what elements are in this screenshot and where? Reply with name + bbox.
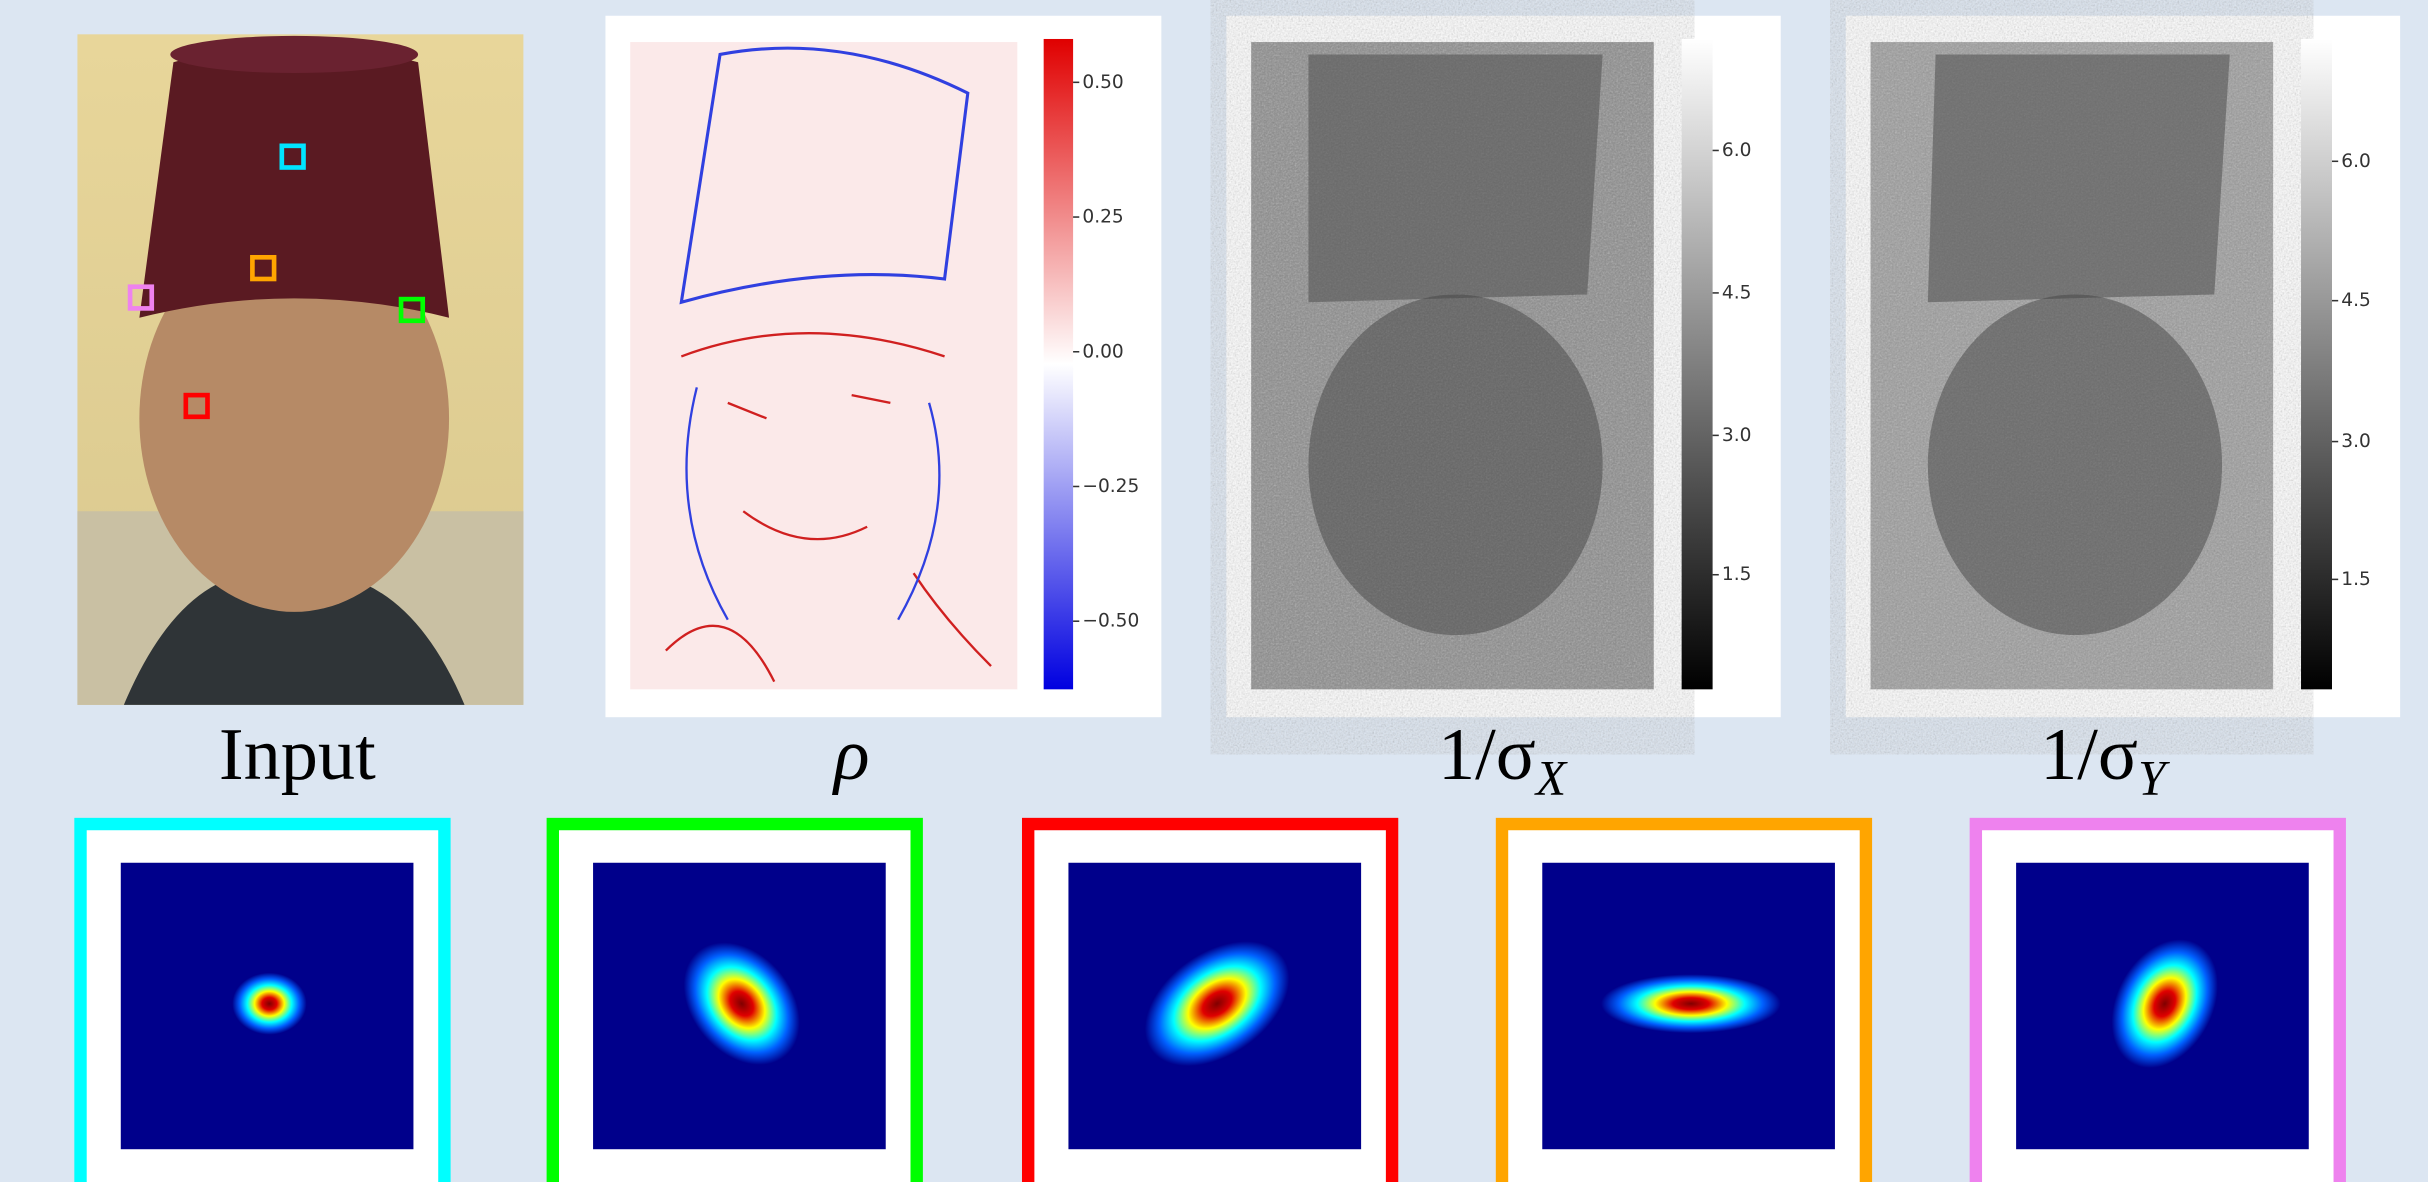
decoration xyxy=(2301,39,2332,689)
kernel-row xyxy=(81,824,2340,1182)
colorbar-tick-label: 1.5 xyxy=(1722,564,1752,585)
decoration xyxy=(1928,54,2230,302)
input-photo xyxy=(77,34,523,704)
decoration xyxy=(1308,54,1602,302)
decoration xyxy=(1308,294,1602,635)
decoration xyxy=(1928,294,2222,635)
kernel-blob xyxy=(232,973,306,1035)
colorbar-tick-label: 4.5 xyxy=(2341,290,2371,311)
colorbar-tick-label: 6.0 xyxy=(2341,151,2371,172)
rho-panel xyxy=(605,16,1161,717)
colorbar-tick-label: 0.00 xyxy=(1082,341,1123,362)
colorbar-tick-label: 3.0 xyxy=(1722,425,1752,446)
input-label: Input xyxy=(219,714,376,796)
colorbar-tick-label: 0.50 xyxy=(1082,72,1123,93)
figure: Input ρ 1/σX 1/σY 0.500.250.00−0.25−0.50… xyxy=(0,0,2428,1182)
label-sub: Y xyxy=(2138,751,2170,806)
label-sub: X xyxy=(1534,751,1568,806)
colorbar-tick-label: 6.0 xyxy=(1722,140,1752,161)
colorbar-tick-label: 3.0 xyxy=(2341,431,2371,452)
kernel-blob xyxy=(1601,974,1781,1033)
sigma-y-panel xyxy=(1846,16,2400,717)
colorbar-tick-label: 1.5 xyxy=(2341,569,2371,590)
label-main: 1/σ xyxy=(1438,714,1536,796)
decoration xyxy=(170,36,418,73)
sigma-x-panel xyxy=(1226,16,1780,717)
colorbar-tick-label: −0.25 xyxy=(1082,476,1139,497)
colorbar-tick-label: −0.50 xyxy=(1082,611,1139,632)
colorbar-tick-label: 4.5 xyxy=(1722,282,1752,303)
decoration xyxy=(1044,39,1073,689)
decoration xyxy=(139,45,449,318)
decoration xyxy=(630,42,1017,689)
rho-label: ρ xyxy=(832,714,870,796)
decoration xyxy=(1682,39,1713,689)
label-main: 1/σ xyxy=(2040,714,2138,796)
colorbar-tick-label: 0.25 xyxy=(1082,207,1123,228)
